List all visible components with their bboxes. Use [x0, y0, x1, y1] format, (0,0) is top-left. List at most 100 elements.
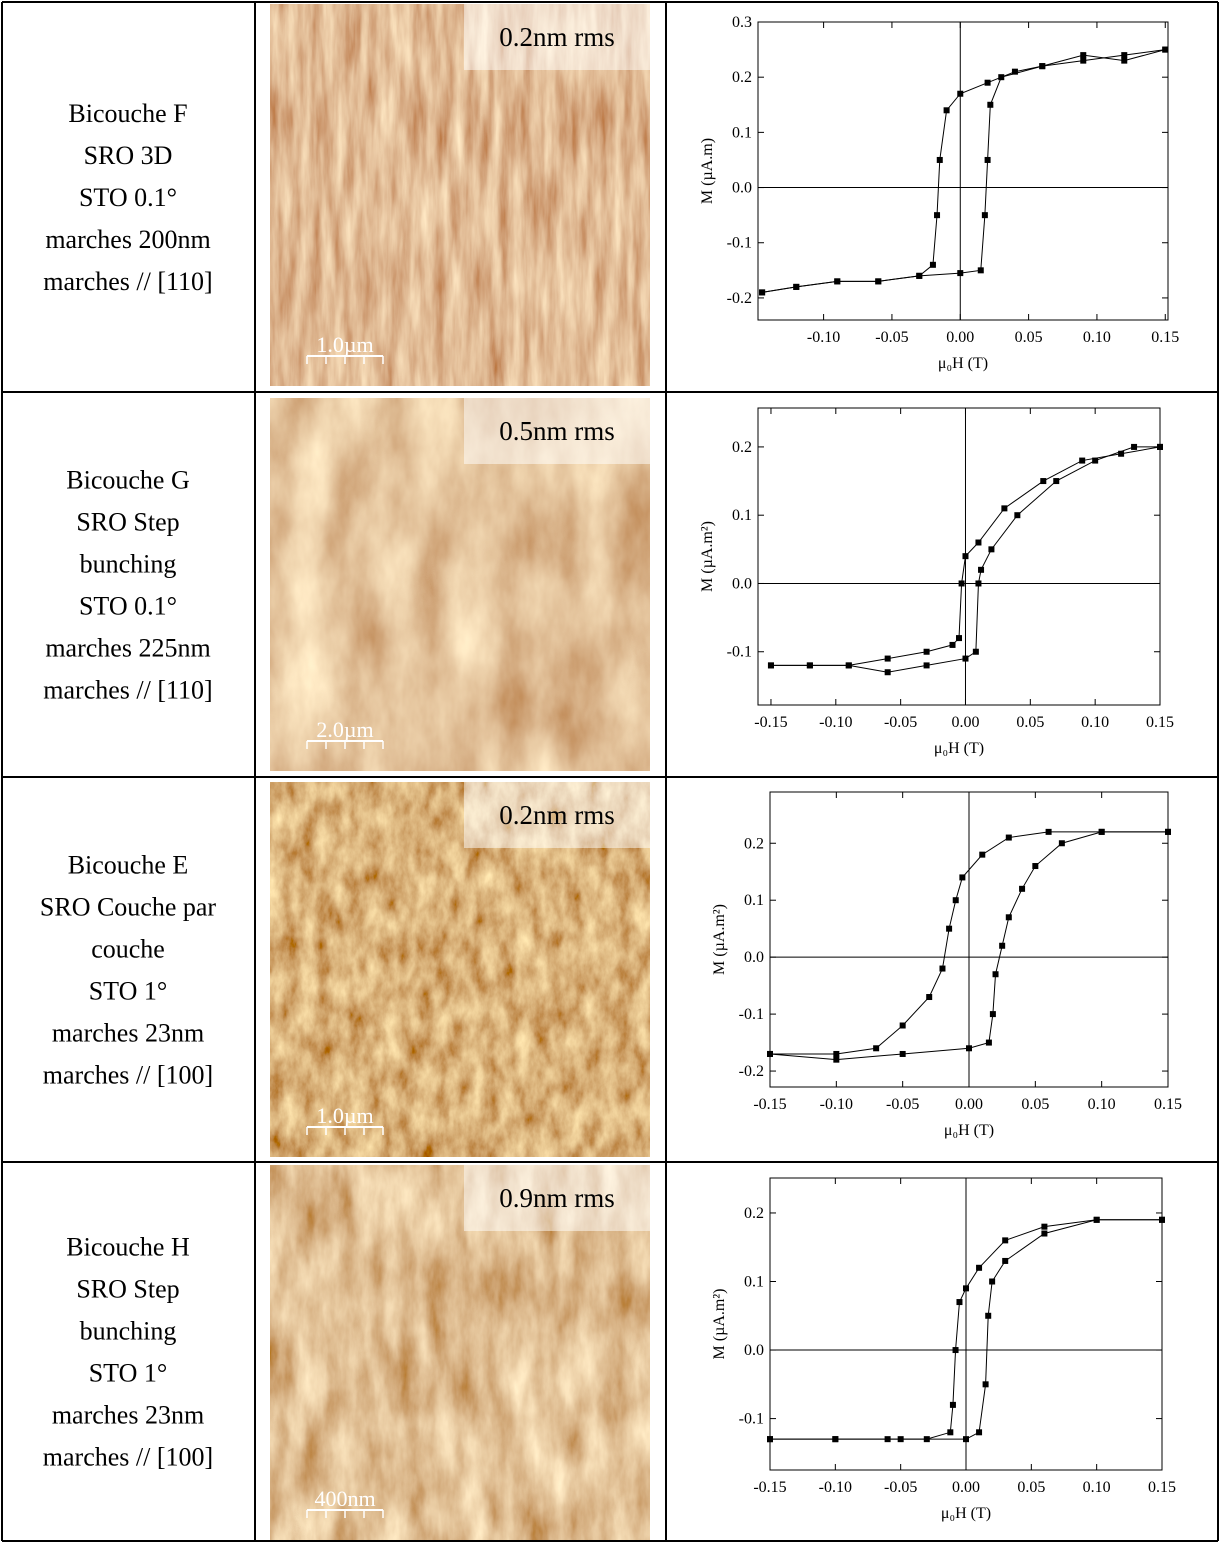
data-point	[957, 90, 964, 97]
data-point	[1002, 1257, 1009, 1264]
y-axis-label: M (µA.m²)	[711, 1289, 728, 1360]
chart: -0.15 -0.10 -0.05 0.00 0.05 0.10 0.15 -0.1 0.0 0.…	[711, 1177, 1176, 1522]
cell-text: STO 0.1°	[79, 183, 177, 212]
cell-text: bunching	[80, 1317, 177, 1346]
data-point	[989, 1278, 996, 1285]
data-point	[1080, 52, 1087, 59]
data-point	[936, 156, 943, 163]
data-point	[949, 1401, 956, 1408]
x-tick-label: -0.15	[753, 1479, 786, 1496]
data-point	[956, 635, 962, 642]
rms-box	[464, 4, 650, 70]
cell-text: marches // [100]	[43, 1061, 213, 1090]
data-point	[1165, 828, 1171, 835]
y-tick-label: -0.2	[739, 1063, 764, 1080]
cell-text: Bicouche G	[66, 466, 189, 495]
cell-text: bunching	[80, 550, 177, 579]
data-point	[845, 662, 852, 669]
data-point	[959, 874, 966, 881]
cell-text: marches 225nm	[45, 634, 210, 663]
data-point	[989, 1011, 996, 1018]
x-tick-label: -0.15	[753, 1096, 786, 1113]
data-point	[923, 648, 930, 655]
y-tick-label: 0.0	[732, 575, 752, 592]
y-tick-label: 0.1	[744, 892, 764, 909]
data-point	[939, 965, 946, 972]
data-point	[1045, 828, 1052, 835]
data-point	[1041, 1230, 1048, 1237]
x-tick-label: 0.10	[1088, 1096, 1116, 1113]
data-point	[834, 278, 841, 285]
data-point	[988, 546, 995, 553]
data-point	[962, 553, 969, 560]
data-point	[981, 212, 988, 219]
data-point	[899, 1022, 906, 1029]
data-point	[1001, 505, 1008, 512]
data-point	[1032, 863, 1039, 870]
data-point	[759, 289, 766, 296]
data-point	[1121, 52, 1128, 59]
y-tick-label: 0.0	[744, 1342, 764, 1359]
data-point	[767, 1436, 773, 1443]
x-tick-label: -0.15	[754, 714, 787, 731]
data-point	[1011, 68, 1018, 75]
data-point	[992, 971, 999, 978]
data-point	[963, 1285, 969, 1292]
data-point	[833, 1050, 840, 1057]
x-tick-label: -0.05	[875, 329, 908, 346]
cell-text: Bicouche H	[66, 1233, 190, 1262]
data-point	[1121, 57, 1128, 64]
cell-text: marches 200nm	[45, 225, 210, 254]
x-tick-label: 0.05	[1017, 1479, 1045, 1496]
data-point	[1053, 478, 1060, 485]
loop-line	[770, 1219, 1162, 1440]
x-tick-label: 0.05	[1015, 329, 1043, 346]
data-point	[1019, 885, 1026, 892]
loop-line	[770, 831, 1168, 1055]
x-tick-label: 0.00	[952, 1479, 980, 1496]
data-point	[884, 655, 891, 662]
x-tick-label: 0.10	[1083, 329, 1111, 346]
x-tick-label: 0.00	[955, 1096, 983, 1113]
data-point	[952, 1347, 959, 1354]
data-point	[1005, 914, 1012, 921]
data-point	[1041, 1223, 1048, 1230]
data-point	[979, 851, 986, 858]
loop-line	[769, 831, 1168, 1061]
data-point	[833, 1056, 840, 1063]
x-tick-label: -0.10	[819, 714, 852, 731]
x-tick-label: -0.10	[819, 1479, 852, 1496]
rms-label: 0.9nm rms	[499, 1183, 615, 1213]
x-tick-label: -0.10	[820, 1096, 853, 1113]
x-tick-label: 0.15	[1151, 329, 1179, 346]
cell-text: SRO 3D	[84, 141, 173, 170]
y-tick-label: 0.0	[744, 949, 764, 966]
y-tick-label: 0.1	[732, 507, 752, 524]
data-point	[929, 261, 936, 268]
x-tick-label: 0.05	[1021, 1096, 1049, 1113]
data-point	[1162, 46, 1169, 53]
y-tick-label: 0.3	[732, 14, 752, 31]
data-point	[966, 1045, 972, 1052]
y-axis-label: M (µA.m)	[699, 138, 716, 204]
rms-box	[464, 1165, 650, 1231]
data-point	[978, 566, 985, 573]
data-point	[957, 270, 964, 277]
chart: -0.15 -0.10 -0.05 0.00 0.05 0.10 0.15 -0.1 0.0 0.…	[699, 407, 1174, 757]
cell-text: marches // [100]	[43, 1443, 213, 1472]
scale-label: 1.0µm	[316, 1103, 373, 1128]
x-tick-label: -0.05	[884, 1479, 917, 1496]
rms-label: 0.2nm rms	[499, 800, 615, 830]
data-point	[884, 669, 891, 676]
x-tick-label: -0.05	[884, 714, 917, 731]
cell-text: STO 1°	[89, 977, 168, 1006]
data-point	[1005, 834, 1012, 841]
x-tick-label: -0.05	[886, 1096, 919, 1113]
data-point	[977, 267, 984, 274]
x-tick-label: 0.10	[1081, 714, 1109, 731]
cell-text: Bicouche E	[68, 851, 189, 880]
x-axis-label: μ₀H (T)	[941, 1505, 991, 1522]
data-point	[1040, 478, 1047, 485]
